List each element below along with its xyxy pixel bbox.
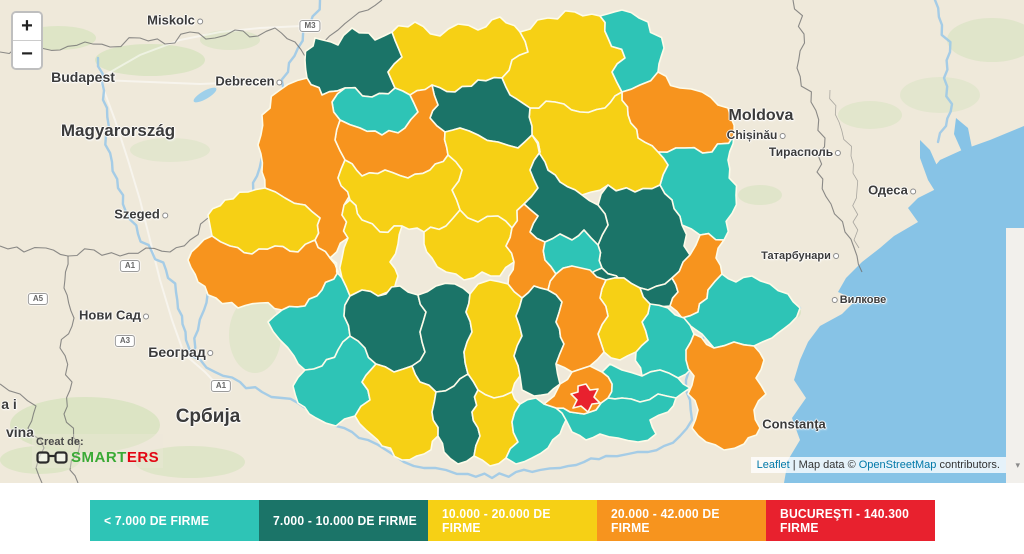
terrain-green-patch xyxy=(135,446,245,478)
legend-bar: < 7.000 DE FIRME 7.000 - 10.000 DE FIRME 1… xyxy=(90,500,935,541)
attribution-suffix: contributors. xyxy=(936,459,1000,471)
county-satu mare[interactable] xyxy=(304,27,403,98)
glasses-icon xyxy=(36,450,68,465)
terrain-green-patch xyxy=(229,297,281,373)
terrain-green-patch xyxy=(900,77,980,113)
country-border-line xyxy=(0,383,45,483)
zoom-control: + − xyxy=(11,11,43,70)
country-border-line xyxy=(792,0,863,273)
zoom-in-button[interactable]: + xyxy=(13,13,41,40)
legend-label: 7.000 - 10.000 DE FIRME xyxy=(273,513,417,528)
legend-label: BUCUREŞTI - 140.300 FIRME xyxy=(780,506,910,535)
osm-link[interactable]: OpenStreetMap xyxy=(858,459,937,471)
country-border-line xyxy=(59,255,81,483)
terrain-green-patch xyxy=(130,138,210,162)
road-line xyxy=(99,79,149,233)
zoom-control-divider xyxy=(13,40,41,41)
attribution-caret-icon: ▾ xyxy=(1015,460,1020,470)
black-sea xyxy=(784,126,1024,483)
legend-item-dk: 7.000 - 10.000 DE FIRME xyxy=(259,500,428,541)
river-line xyxy=(933,0,954,144)
river-line xyxy=(96,56,194,358)
lake xyxy=(193,87,217,103)
county-dolj[interactable] xyxy=(354,363,439,461)
county-arges[interactable] xyxy=(463,279,523,399)
brand-text-smart: SMART xyxy=(71,449,127,466)
terrain-green-patch xyxy=(838,101,902,129)
legend-item-rd: BUCUREŞTI - 140.300 FIRME xyxy=(766,500,935,541)
legend-item-or: 20.000 - 42.000 DE FIRME xyxy=(597,500,766,541)
road-line xyxy=(99,25,303,79)
county-constanta[interactable] xyxy=(685,333,767,451)
leaflet-map[interactable]: Miskolc Budapest Debrecen Magyarország Szege… xyxy=(0,0,1024,483)
attribution-text: | Map data © xyxy=(789,459,859,471)
liman-lake xyxy=(954,118,972,152)
legend-label: 20.000 - 42.000 DE FIRME xyxy=(611,506,720,535)
terrain-green-patch xyxy=(947,18,1024,62)
map-canvas xyxy=(0,0,1024,483)
terrain-green-patch xyxy=(10,397,160,453)
country-border-line xyxy=(0,27,307,59)
leaflet-link[interactable]: Leaflet xyxy=(756,459,790,471)
legend-item-lt: < 7.000 DE FIRME xyxy=(90,500,259,541)
terrain-green-patch xyxy=(200,30,260,50)
attribution-bar: Leaflet | Map data © OpenStreetMap contr… xyxy=(750,457,1006,473)
legend-label: < 7.000 DE FIRME xyxy=(104,513,210,528)
liman-lake xyxy=(920,140,946,196)
legend-item-yl: 10.000 - 20.000 DE FIRME xyxy=(428,500,597,541)
map-edge-strip xyxy=(1006,228,1024,483)
terrain-green-patch xyxy=(95,44,205,76)
terrain-green-patch xyxy=(738,185,782,205)
zoom-out-button[interactable]: − xyxy=(13,41,41,68)
country-border-line xyxy=(829,89,860,249)
brand-text-ers: ERS xyxy=(126,449,160,466)
credit-label: Creat de: xyxy=(36,436,84,448)
road-line xyxy=(99,79,249,86)
county-bucuresti[interactable] xyxy=(570,383,601,413)
legend-label: 10.000 - 20.000 DE FIRME xyxy=(442,506,551,535)
county-valcea[interactable] xyxy=(411,282,473,393)
county-tulcea[interactable] xyxy=(681,273,801,349)
road-line xyxy=(181,351,223,391)
country-border-line xyxy=(0,217,209,257)
county-prahova[interactable] xyxy=(547,265,609,373)
county-dambovita[interactable] xyxy=(513,285,565,397)
creator-credit: Creat de: SMART ERS xyxy=(32,434,164,468)
